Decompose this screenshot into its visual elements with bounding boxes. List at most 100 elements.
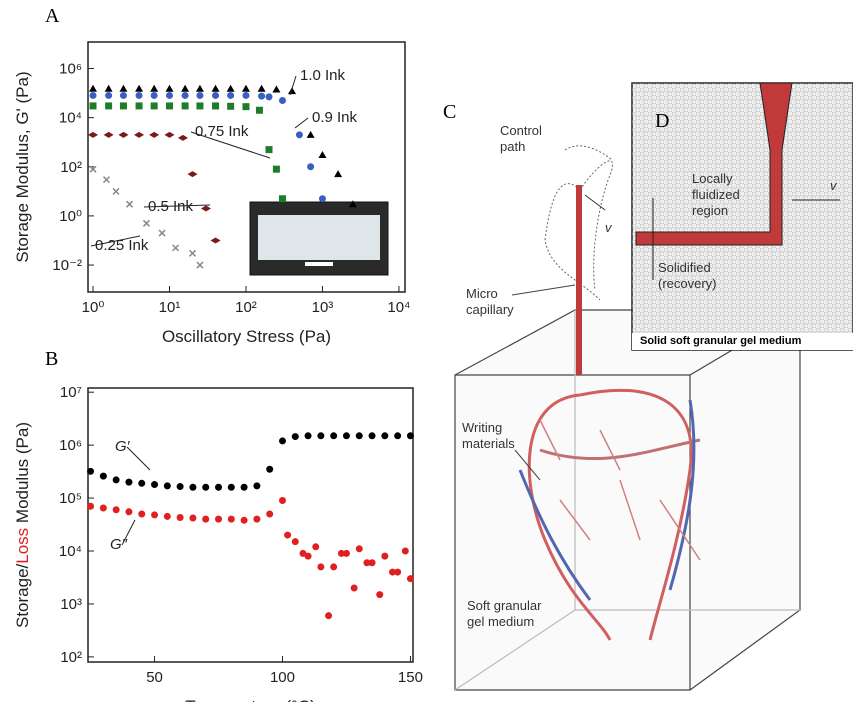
point — [240, 516, 248, 524]
y-axis-label-part: Modulus (Pa) — [13, 422, 32, 528]
point — [227, 515, 235, 523]
point — [389, 568, 397, 576]
point — [406, 432, 414, 440]
y-tick-label: 10⁶ — [59, 61, 82, 78]
point — [253, 515, 261, 523]
point — [376, 591, 384, 599]
point — [240, 483, 248, 491]
point — [151, 481, 159, 489]
point — [227, 483, 235, 491]
point — [165, 102, 173, 110]
point — [212, 102, 220, 110]
point — [189, 483, 197, 491]
point — [215, 483, 223, 491]
point — [138, 479, 146, 487]
point — [158, 229, 166, 237]
y-tick-label: 10⁻² — [52, 257, 82, 274]
x-tick-label: 10¹ — [159, 299, 181, 316]
point — [242, 91, 250, 99]
y-tick-label: 10⁵ — [59, 490, 82, 507]
point — [150, 84, 159, 92]
y-tick-label: 10² — [60, 649, 82, 666]
point — [211, 84, 220, 92]
diagram-label: Writing — [462, 420, 502, 435]
point — [89, 165, 97, 173]
point — [215, 515, 223, 523]
point — [163, 482, 171, 490]
point — [394, 568, 402, 576]
point — [253, 482, 261, 490]
point — [381, 552, 389, 560]
point — [149, 131, 160, 138]
y-tick-label: 10⁴ — [59, 543, 82, 560]
x-axis-label: Temperature (°C) — [185, 697, 316, 702]
point — [272, 165, 280, 173]
point — [119, 84, 128, 92]
diagram-label: gel medium — [467, 614, 534, 629]
point — [119, 102, 127, 110]
leader-line — [289, 75, 297, 96]
point — [278, 496, 286, 504]
point — [258, 92, 266, 100]
series-label: G″ — [110, 536, 128, 553]
x-tick-label: 10⁴ — [387, 299, 410, 316]
point — [112, 476, 120, 484]
point — [265, 146, 273, 154]
leader-line — [126, 446, 151, 471]
point — [325, 612, 333, 620]
inset-caption-bg — [632, 333, 853, 350]
point — [202, 483, 210, 491]
y-tick-label: 10³ — [60, 596, 82, 613]
leader-line — [143, 204, 211, 208]
point — [330, 432, 338, 440]
diagram-label: materials — [462, 436, 515, 451]
point — [291, 538, 299, 546]
point — [284, 531, 292, 539]
point — [355, 432, 363, 440]
point — [348, 200, 357, 208]
point — [226, 84, 235, 92]
panel-label: B — [45, 348, 58, 370]
leader-line — [511, 284, 576, 296]
point — [181, 102, 189, 110]
point — [119, 91, 127, 99]
point — [112, 506, 120, 514]
leader-line — [121, 519, 136, 546]
point — [210, 237, 221, 244]
y-axis-label-part: Storage/ — [13, 563, 32, 628]
point — [177, 134, 188, 141]
point — [99, 472, 107, 480]
point — [266, 465, 274, 473]
point — [176, 483, 184, 491]
point — [125, 200, 134, 208]
point — [278, 96, 286, 104]
velocity-label: v — [830, 178, 838, 193]
point — [317, 563, 325, 571]
point — [196, 102, 204, 110]
point — [312, 543, 320, 551]
point — [304, 432, 312, 440]
series-label: 0.9 Ink — [312, 109, 358, 126]
point — [307, 163, 315, 171]
point — [257, 84, 266, 92]
y-tick-label: 10⁴ — [59, 110, 82, 127]
control-path — [544, 145, 614, 301]
point — [350, 584, 358, 592]
diagram-label: capillary — [466, 302, 514, 317]
point — [342, 432, 350, 440]
point — [112, 187, 120, 195]
inset-caption: Solid soft granular gel medium — [640, 335, 802, 347]
point — [188, 249, 197, 257]
point — [102, 176, 111, 184]
point — [401, 547, 409, 555]
point — [135, 84, 144, 92]
point — [105, 102, 113, 110]
point — [88, 131, 99, 138]
y-axis-label: Storage Modulus, G' (Pa) — [13, 71, 32, 262]
point — [87, 502, 95, 510]
y-tick-label: 10⁷ — [60, 384, 82, 401]
series-label: 1.0 Ink — [300, 67, 346, 84]
point — [355, 545, 363, 553]
leader-line — [90, 235, 141, 247]
